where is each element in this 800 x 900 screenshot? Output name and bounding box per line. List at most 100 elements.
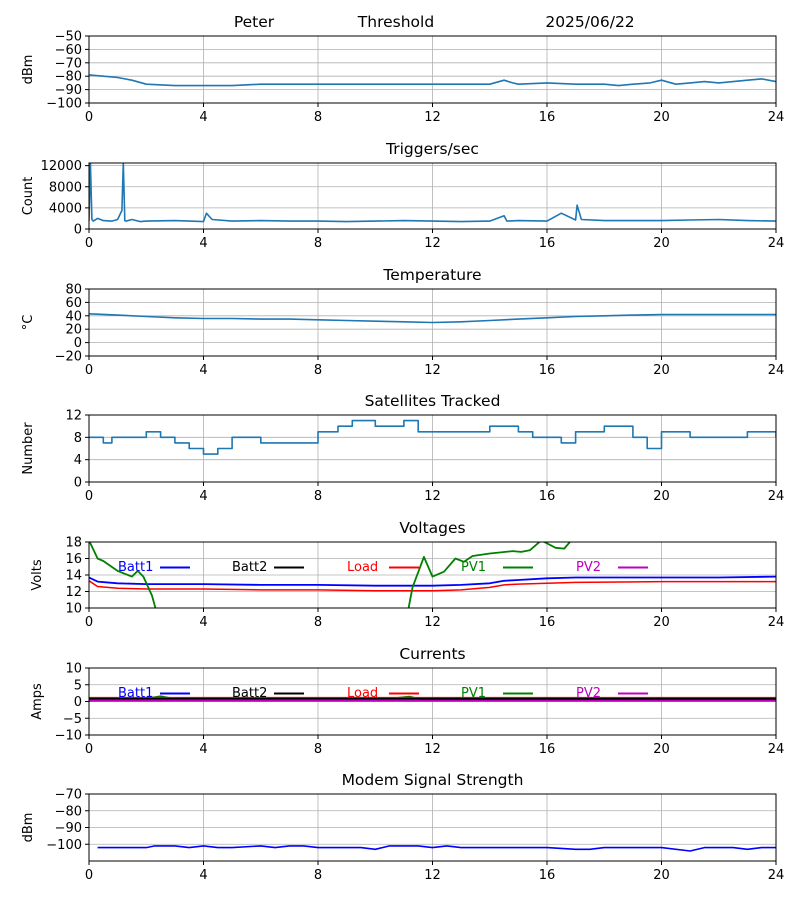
x-tick-label: 24: [768, 489, 785, 504]
y-tick-label: 10: [65, 602, 82, 617]
header-station: Peter: [234, 13, 275, 31]
y-tick-label: 0: [74, 336, 82, 351]
y-tick-label: 20: [65, 323, 82, 338]
y-tick-label: −80: [55, 70, 82, 85]
y-tick-label: −100: [46, 97, 82, 112]
x-tick-label: 0: [85, 742, 93, 757]
y-tick-label: −100: [46, 838, 82, 853]
x-tick-label: 4: [199, 868, 207, 883]
chart-satellites: 0 4 8 12 16 20 24 0 4 8 12 Satellites Tracked Number: [21, 392, 784, 504]
y-axis-label: °C: [21, 315, 36, 331]
chart-title: Triggers/sec: [385, 140, 479, 158]
chart-title: Modem Signal Strength: [342, 771, 524, 789]
x-tick-label: 20: [653, 236, 670, 251]
y-tick-label: 14: [65, 569, 82, 584]
y-tick-label: 60: [65, 296, 82, 311]
x-tick-label: 12: [424, 236, 441, 251]
chart-modem: 0 4 8 12 16 20 24 −70−80 −90 −100 Modem Signal Str…: [21, 771, 784, 883]
legend-label: PV1: [461, 560, 486, 575]
y-tick-label: 12000: [41, 159, 82, 174]
x-tick-label: 20: [653, 742, 670, 757]
y-tick-label: 80: [65, 283, 82, 298]
y-tick-label: 0: [74, 476, 82, 491]
legend-label: Batt2: [232, 686, 267, 701]
legend-label: PV2: [576, 686, 601, 701]
y-tick-label: 0: [74, 695, 82, 710]
legend-label: Batt2: [232, 560, 267, 575]
x-tick-label: 16: [539, 236, 556, 251]
y-axis-label: Amps: [30, 683, 45, 720]
x-tick-label: 12: [424, 868, 441, 883]
x-tick-label: 4: [199, 615, 207, 630]
chart-title: Temperature: [382, 266, 481, 284]
x-tick-label: 16: [539, 868, 556, 883]
y-tick-label: 4000: [49, 201, 82, 216]
x-tick-label: 4: [199, 236, 207, 251]
x-tick-label: 8: [314, 868, 322, 883]
chart-title: Satellites Tracked: [365, 392, 501, 410]
x-tick-label: 0: [85, 489, 93, 504]
y-tick-label: 12: [65, 585, 82, 600]
series-line-modem-0: [97, 845, 776, 852]
x-tick-label: 20: [653, 615, 670, 630]
series-line-voltages-0: [89, 575, 776, 587]
x-tick-label: 0: [85, 615, 93, 630]
legend-label: Load: [347, 560, 378, 575]
x-tick-label: 0: [85, 868, 93, 883]
legend-label: Batt1: [118, 686, 153, 701]
x-tick-label: 24: [768, 363, 785, 378]
series-line-satellites-0: [89, 419, 776, 455]
x-tick-label: 8: [314, 615, 322, 630]
series-line-voltages-1: [89, 580, 776, 592]
x-tick-label: 24: [768, 110, 785, 125]
y-axis-label: Number: [21, 422, 36, 475]
y-axis-label: Count: [21, 177, 36, 216]
y-tick-label: 4: [74, 453, 82, 468]
y-tick-label: 18: [65, 536, 82, 551]
x-tick-label: 4: [199, 742, 207, 757]
y-tick-label: 10: [65, 662, 82, 677]
y-axis-label: dBm: [21, 55, 36, 85]
series-line-temperature-0: [89, 313, 776, 324]
y-axis-label: Volts: [30, 559, 45, 591]
y-tick-label: −70: [55, 56, 82, 71]
x-tick-label: 12: [424, 615, 441, 630]
y-tick-label: −90: [55, 821, 82, 836]
x-tick-label: 16: [539, 489, 556, 504]
header-date: 2025/06/22: [545, 13, 634, 31]
chart-threshold: 0 4 8 12 16 20 24 −50−60−70−80−90−100 dBm: [21, 30, 784, 126]
series-line-voltages-2: [89, 542, 157, 608]
y-tick-label: 5: [74, 678, 82, 693]
y-tick-label: −10: [55, 729, 82, 744]
y-tick-label: −90: [55, 83, 82, 98]
x-tick-label: 20: [653, 868, 670, 883]
x-tick-label: 12: [424, 363, 441, 378]
y-tick-label: −60: [55, 43, 82, 58]
y-tick-label: 8000: [49, 180, 82, 195]
y-tick-label: 8: [74, 431, 82, 446]
y-axis-label: dBm: [21, 813, 36, 843]
y-tick-label: −70: [55, 788, 82, 803]
header-label: Threshold: [357, 13, 434, 31]
y-tick-label: −5: [63, 712, 82, 727]
x-tick-label: 8: [314, 742, 322, 757]
x-tick-label: 4: [199, 489, 207, 504]
y-tick-label: −20: [55, 350, 82, 365]
x-tick-label: 20: [653, 363, 670, 378]
x-tick-label: 8: [314, 110, 322, 125]
x-tick-label: 4: [199, 363, 207, 378]
x-tick-label: 12: [424, 742, 441, 757]
x-tick-label: 24: [768, 615, 785, 630]
chart-title: Voltages: [399, 519, 465, 537]
legend-label: PV1: [461, 686, 486, 701]
x-tick-label: 24: [768, 236, 785, 251]
x-tick-label: 16: [539, 742, 556, 757]
x-tick-label: 20: [653, 489, 670, 504]
x-tick-label: 24: [768, 742, 785, 757]
x-tick-label: 0: [85, 110, 93, 125]
